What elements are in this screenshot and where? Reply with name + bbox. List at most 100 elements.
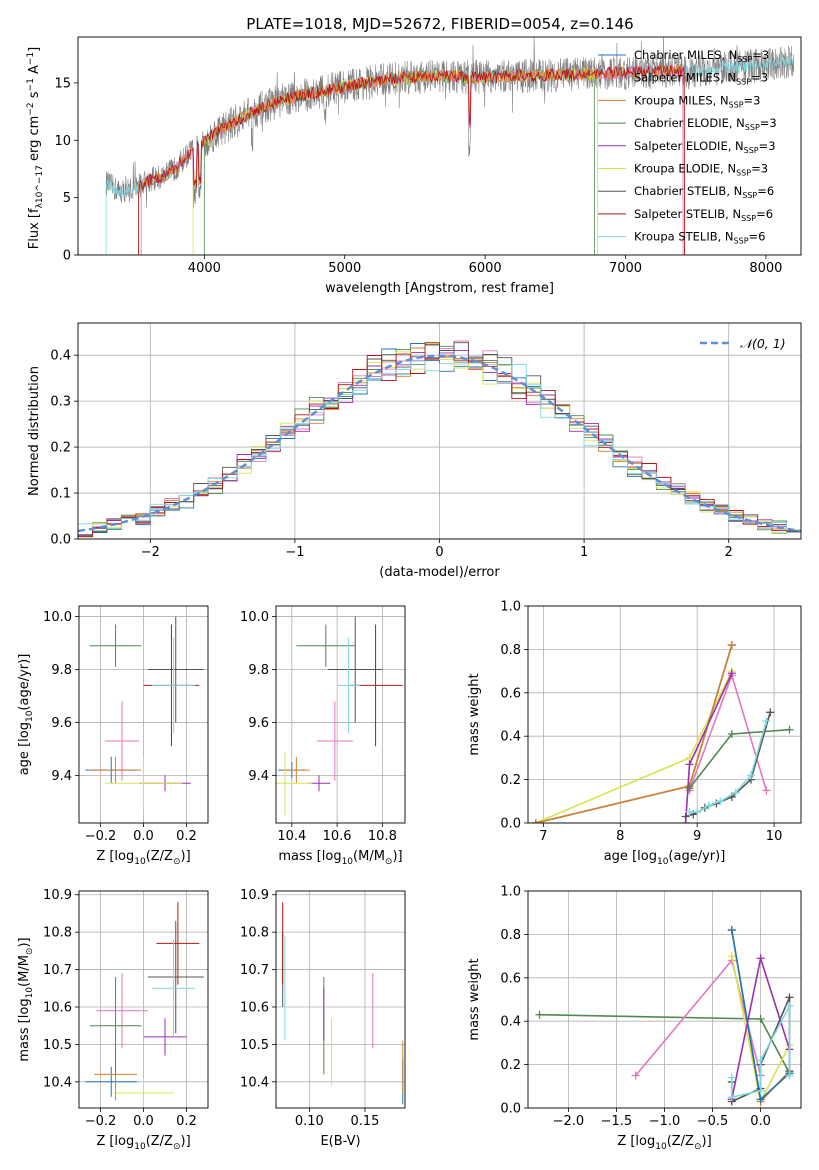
weight-marker-kroupa_miles [531,819,540,823]
label-text: Flux [f [27,208,42,249]
weight-marker-kroupa_stelib [727,1073,736,1082]
label-text: mass weight [467,958,482,1040]
axes-frame [527,605,802,824]
x-tick-label: 6000 [469,261,502,276]
x-tick-label: 2 [725,545,733,560]
legend-label: Kroupa MILES, NSSP=3 [634,93,760,109]
x-tick-label: 10.6 [323,829,352,844]
legend-text: =6 [756,207,773,221]
axes-frame [275,890,406,1109]
legend-sub: SSP [729,100,744,109]
x-tick-label: 8000 [749,261,782,276]
legend-label: Chabrier STELIB, NSSP=6 [634,184,774,200]
y-tick-label: 10.6 [240,1000,269,1015]
weight-marker-kroupa_stelib [731,788,740,797]
histogram-salpeter_stelib [78,342,801,538]
legend-text: Kroupa MILES, N [634,93,729,107]
y-tick-label: 10.5 [43,1038,72,1053]
label-text: )] [17,937,32,947]
weight-marker-kroupa_stelib [762,717,771,726]
label-text: mass [log [278,849,341,864]
legend-label: Salpeter ELODIE, NSSP=3 [634,139,776,155]
weight-marker-kroupa_stelib [693,808,702,817]
legend-sub: SSP [745,123,760,132]
x-tick-label: 0.15 [350,1114,379,1129]
y-tick-label: 1.0 [500,885,521,900]
label-script: −1 [26,78,36,91]
label-script: λ10^−17 [35,165,45,208]
legend-text: =3 [759,139,776,153]
weight-marker-kroupa_elodie [727,952,736,961]
y-tick-label: 9.4 [248,769,269,784]
y-tick-label: 0.2 [50,441,71,456]
y-tick-label: 10.7 [240,963,269,978]
weight-marker-kroupa_stelib [756,1086,765,1095]
weight-marker-kroupa_stelib [685,808,694,817]
y-axis-label: mass [log10​(M/M⊙​)] [17,937,35,1061]
x-tick-label: −2.0 [553,1114,585,1129]
x-axis-label: Z [log10​(Z/Z⊙​)] [96,849,190,867]
x-tick-label: −2 [141,545,160,560]
weight-marker-kroupa_stelib [704,801,713,810]
plot-area-age-vs-mass [276,616,403,816]
label-text: s [27,91,42,102]
weight-marker-chabrier_miles [727,926,736,935]
y-tick-label: 0.8 [500,643,521,658]
label-script: 10 [342,857,354,867]
y-tick-label: 10.8 [43,926,72,941]
legend-label: Kroupa ELODIE, NSSP=3 [634,162,768,178]
legend-text: Salpeter MILES, N [634,71,736,85]
weight-marker-salpeter_miles [762,786,771,795]
x-axis-label: age [log10​(age/yr)] [604,849,726,867]
label-script: ⊙ [173,857,181,867]
y-tick-label: 10.0 [240,610,269,625]
label-text: (age/yr)] [668,849,725,864]
y-tick-label: 10.4 [43,1075,72,1090]
y-tick-label: 10.7 [43,963,72,978]
label-script: 10 [134,1142,146,1152]
label-text: )] [702,1134,712,1149]
legend-sub: SSP [744,146,759,155]
legend-text: Chabrier MILES, N [634,48,737,62]
x-tick-label: 10 [766,829,783,844]
legend-text: =6 [757,184,774,198]
label-script: ⊙ [25,948,35,956]
legend-label: Kroupa STELIB, NSSP=6 [634,230,765,246]
legend-sub: SSP [741,214,756,223]
x-tick-label: −1.5 [601,1114,633,1129]
legend-text: =3 [752,48,769,62]
label-text: A [27,65,42,78]
weight-marker-chabrier_stelib [766,708,775,717]
y-tick-label: 0.2 [500,1058,521,1073]
weight-marker-kroupa_stelib [716,797,725,806]
y-tick-label: 15 [54,76,71,91]
y-axis-label: Flux [fλ10^−17​ erg cm−2​ s−1​ A−1​] [26,47,45,249]
x-tick-label: 0.0 [133,1114,154,1129]
y-tick-label: 10.6 [43,1000,72,1015]
label-text: (M/M [17,955,32,987]
weight-marker-kroupa_stelib [756,1056,765,1065]
plot-area-mass-vs-Z [85,902,204,1108]
panel-residuals: −2 −1 0 1 2 0.0 0.1 0.2 0.3 0.4 (data-model)/error… [27,322,802,580]
x-tick-label: 0.0 [750,1114,771,1129]
y-axis-label: mass weight [467,958,482,1040]
y-tick-label: 0.4 [50,349,71,364]
label-text: )] [181,849,191,864]
plot-area-spectrum [105,37,795,255]
y-tick-label: 9.8 [51,663,72,678]
legend-text: =3 [751,71,768,85]
panel-weight-vs-age: 7 8 9 10 0.0 0.2 0.4 0.6 0.8 1.0 age [log10​(age/y… [467,600,802,867]
x-tick-label: 10.4 [277,829,306,844]
y-tick-label: 10.5 [240,1038,269,1053]
y-tick-label: 10.9 [240,888,269,903]
y-tick-label: 0.4 [500,1015,521,1030]
legend-text: Salpeter ELODIE, N [634,139,744,153]
label-text: )] [392,849,402,864]
label-script: 10 [25,987,35,999]
y-axis-label: mass weight [467,673,482,755]
label-text: age [log [604,849,657,864]
x-axis-label: E(B-V) [320,1134,360,1149]
weight-marker-chabrier_stelib [785,993,794,1002]
